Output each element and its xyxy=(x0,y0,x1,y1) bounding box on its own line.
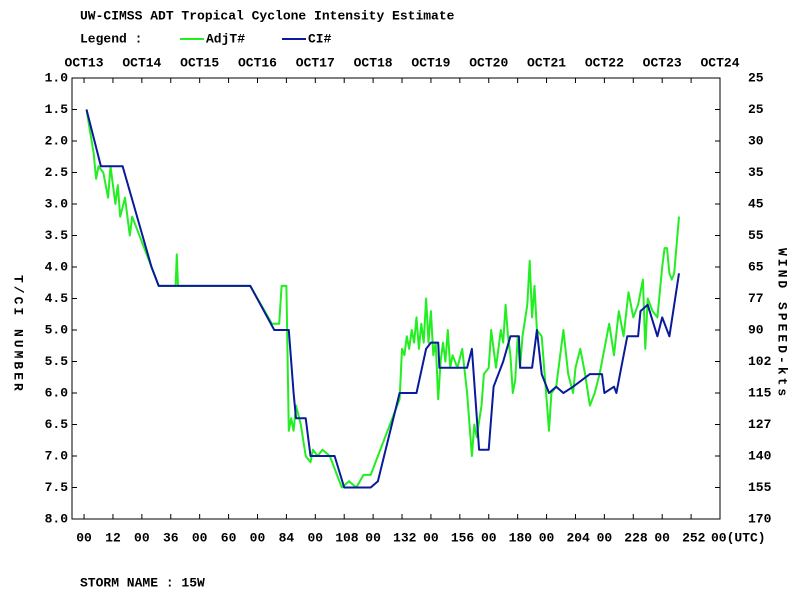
y2-tick-label: 30 xyxy=(748,133,764,148)
legend-label: Legend : xyxy=(80,31,142,46)
y-tick-label: 7.5 xyxy=(45,480,69,495)
y2-tick-label: 140 xyxy=(748,448,772,463)
y2-tick-label: 55 xyxy=(748,228,764,243)
date-tick-label: OCT17 xyxy=(296,55,335,70)
y2-tick-label: 65 xyxy=(748,259,764,274)
x-tick-label: 12 xyxy=(105,530,121,545)
y-tick-label: 5.5 xyxy=(45,354,69,369)
date-tick-label: OCT16 xyxy=(238,55,277,70)
y-tick-label: 4.0 xyxy=(45,259,69,274)
legend-entry: CI# xyxy=(308,31,332,46)
x-tick-label: 00 xyxy=(654,530,670,545)
date-tick-label: OCT19 xyxy=(411,55,450,70)
y2-tick-label: 35 xyxy=(748,165,764,180)
chart-title: UW-CIMSS ADT Tropical Cyclone Intensity … xyxy=(80,8,455,23)
date-tick-label: OCT20 xyxy=(469,55,508,70)
series-line xyxy=(85,109,680,489)
x-tick-label: 00 xyxy=(423,530,439,545)
y-tick-label: 5.0 xyxy=(45,322,69,337)
y2-tick-label: 170 xyxy=(748,511,772,526)
y2-tick-label: 155 xyxy=(748,480,772,495)
y2-tick-label: 102 xyxy=(748,354,772,369)
x-tick-label: 180 xyxy=(509,530,533,545)
x-tick-label: 252 xyxy=(682,530,706,545)
date-tick-label: OCT24 xyxy=(700,55,739,70)
y-tick-label: 6.0 xyxy=(45,385,69,400)
x-tick-label: 00 xyxy=(250,530,266,545)
y2-tick-label: 25 xyxy=(748,70,764,85)
x-tick-label: 228 xyxy=(624,530,648,545)
y-tick-label: 7.0 xyxy=(45,448,69,463)
y-tick-label: 6.5 xyxy=(45,417,69,432)
date-tick-label: OCT13 xyxy=(65,55,104,70)
date-tick-label: OCT22 xyxy=(585,55,624,70)
y2-tick-label: 115 xyxy=(748,385,772,400)
x-tick-label: 60 xyxy=(221,530,237,545)
legend-entry: AdjT# xyxy=(206,31,245,46)
date-tick-label: OCT23 xyxy=(643,55,682,70)
y-tick-label: 2.0 xyxy=(45,133,69,148)
y-tick-label: 1.5 xyxy=(45,102,69,117)
y-axis-title: T/CI NUMBER xyxy=(11,275,26,394)
x-tick-label: 84 xyxy=(279,530,295,545)
x-tick-label: 00 xyxy=(134,530,150,545)
x-tick-label: 00 xyxy=(307,530,323,545)
x-tick-label: 156 xyxy=(451,530,475,545)
y-tick-label: 1.0 xyxy=(45,70,69,85)
date-tick-label: OCT15 xyxy=(180,55,219,70)
y-tick-label: 3.5 xyxy=(45,228,69,243)
x-tick-label: 108 xyxy=(335,530,359,545)
y2-axis-title: WIND SPEED-kts xyxy=(775,248,790,399)
y2-tick-label: 25 xyxy=(748,102,764,117)
x-tick-label: 00 xyxy=(76,530,92,545)
x-tick-label: 00 xyxy=(597,530,613,545)
x-tick-label: 00 xyxy=(365,530,381,545)
y2-tick-label: 90 xyxy=(748,322,764,337)
y2-tick-label: 77 xyxy=(748,291,764,306)
x-tick-label: 00(UTC) xyxy=(711,530,766,545)
y-tick-label: 4.5 xyxy=(45,291,69,306)
x-tick-label: 00 xyxy=(481,530,497,545)
x-tick-label: 204 xyxy=(566,530,590,545)
y-tick-label: 2.5 xyxy=(45,165,69,180)
series-line xyxy=(85,109,680,489)
date-tick-label: OCT18 xyxy=(354,55,393,70)
y2-tick-label: 45 xyxy=(748,196,764,211)
footer: STORM NAME : 15W xyxy=(80,575,205,590)
x-tick-label: 00 xyxy=(192,530,208,545)
y-tick-label: 8.0 xyxy=(45,511,69,526)
x-tick-label: 132 xyxy=(393,530,417,545)
y2-tick-label: 127 xyxy=(748,417,771,432)
x-tick-label: 36 xyxy=(163,530,179,545)
x-tick-label: 00 xyxy=(539,530,555,545)
date-tick-label: OCT14 xyxy=(122,55,161,70)
date-tick-label: OCT21 xyxy=(527,55,566,70)
y-tick-label: 3.0 xyxy=(45,196,69,211)
